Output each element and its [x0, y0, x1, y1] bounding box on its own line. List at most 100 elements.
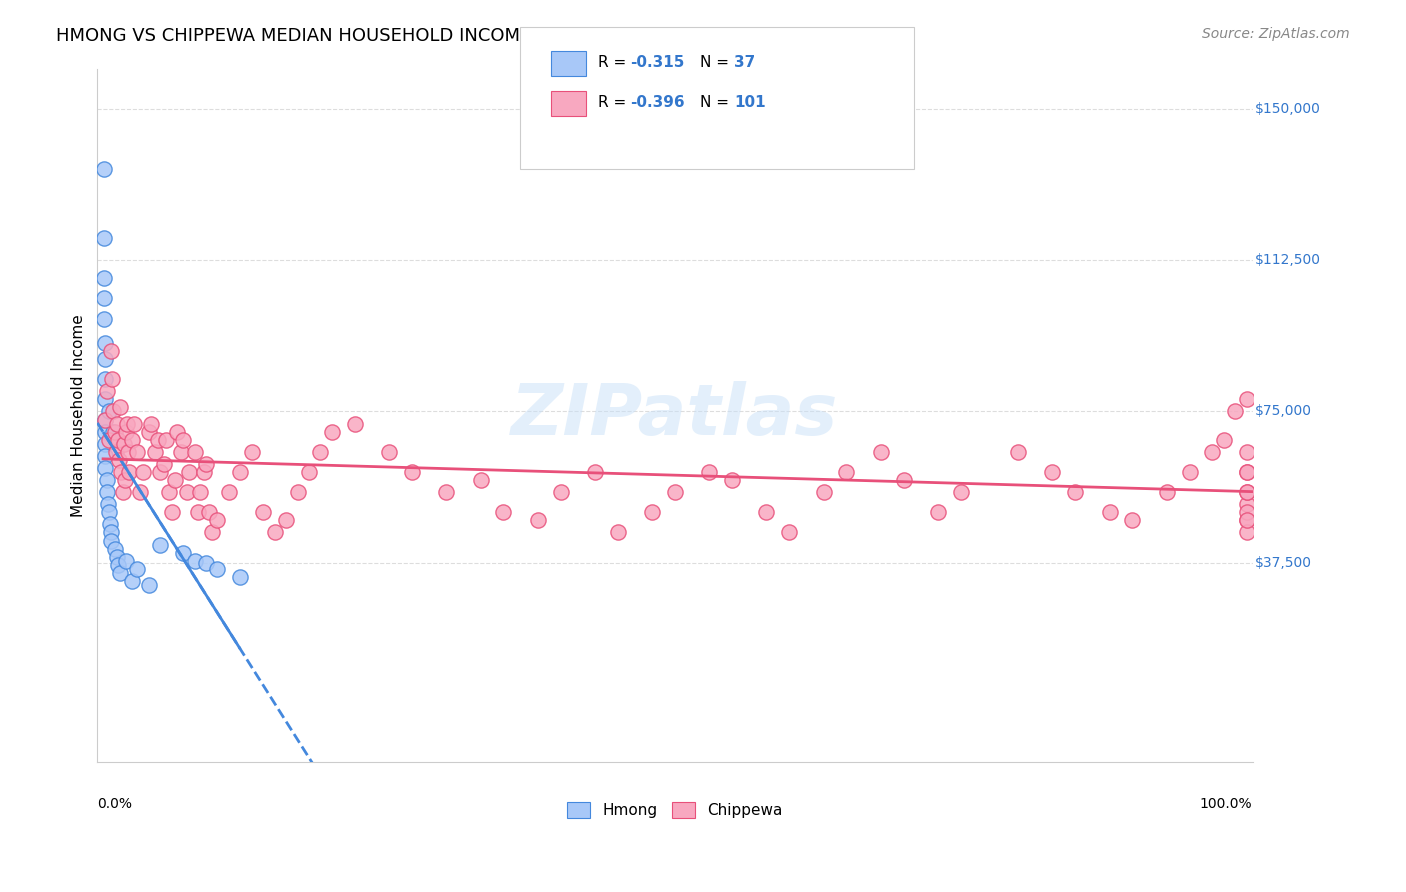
- Point: [149, 538, 172, 552]
- Text: $37,500: $37,500: [1254, 556, 1312, 570]
- Point: [96, 485, 118, 500]
- Point: [1236, 485, 1258, 500]
- Point: [1064, 485, 1087, 500]
- Point: [94, 412, 117, 426]
- Point: [160, 505, 183, 519]
- Point: [149, 465, 172, 479]
- Point: [869, 444, 891, 458]
- Point: [94, 425, 117, 439]
- Point: [93, 292, 115, 306]
- Point: [97, 404, 120, 418]
- Point: [166, 425, 188, 439]
- Point: [207, 562, 229, 576]
- Point: [1213, 433, 1236, 447]
- Point: [176, 485, 198, 500]
- Point: [321, 425, 343, 439]
- Point: [155, 433, 177, 447]
- Point: [309, 444, 332, 458]
- Point: [110, 401, 132, 415]
- Legend: Hmong, Chippewa: Hmong, Chippewa: [561, 796, 789, 824]
- Point: [721, 473, 744, 487]
- Point: [274, 513, 297, 527]
- Point: [97, 433, 120, 447]
- Point: [115, 554, 138, 568]
- Point: [108, 453, 131, 467]
- Point: [100, 525, 122, 540]
- Point: [1236, 505, 1258, 519]
- Point: [550, 485, 572, 500]
- Point: [492, 505, 515, 519]
- Point: [183, 554, 205, 568]
- Point: [103, 425, 125, 439]
- Point: [187, 505, 209, 519]
- Text: $112,500: $112,500: [1254, 253, 1320, 267]
- Point: [103, 404, 125, 418]
- Point: [1236, 465, 1258, 479]
- Text: 0.0%: 0.0%: [97, 797, 132, 811]
- Point: [207, 513, 229, 527]
- Point: [1236, 513, 1258, 527]
- Point: [118, 465, 141, 479]
- Point: [183, 444, 205, 458]
- Point: [103, 541, 125, 556]
- Point: [1236, 513, 1258, 527]
- Point: [112, 436, 135, 450]
- Point: [195, 556, 218, 570]
- Point: [110, 566, 132, 580]
- Point: [122, 417, 145, 431]
- Text: N =: N =: [700, 95, 734, 110]
- Point: [94, 449, 117, 463]
- Point: [201, 525, 224, 540]
- Point: [97, 505, 120, 519]
- Point: [1178, 465, 1201, 479]
- Y-axis label: Median Household Income: Median Household Income: [72, 314, 86, 516]
- Point: [252, 505, 274, 519]
- Point: [94, 412, 117, 426]
- Point: [198, 505, 221, 519]
- Point: [287, 485, 309, 500]
- Point: [96, 384, 118, 399]
- Point: [132, 465, 155, 479]
- Point: [104, 444, 127, 458]
- Point: [240, 444, 263, 458]
- Point: [105, 417, 128, 431]
- Text: Source: ZipAtlas.com: Source: ZipAtlas.com: [1202, 27, 1350, 41]
- Point: [229, 570, 252, 584]
- Point: [1121, 513, 1143, 527]
- Point: [146, 433, 169, 447]
- Point: [143, 444, 166, 458]
- Point: [157, 485, 180, 500]
- Point: [94, 351, 117, 366]
- Point: [193, 465, 215, 479]
- Text: 37: 37: [734, 55, 755, 70]
- Point: [172, 433, 194, 447]
- Point: [110, 465, 132, 479]
- Point: [1236, 525, 1258, 540]
- Point: [96, 473, 118, 487]
- Point: [94, 461, 117, 475]
- Point: [1236, 465, 1258, 479]
- Point: [93, 271, 115, 285]
- Text: 100.0%: 100.0%: [1199, 797, 1253, 811]
- Point: [1156, 485, 1178, 500]
- Point: [138, 425, 160, 439]
- Point: [111, 485, 134, 500]
- Text: $75,000: $75,000: [1254, 404, 1312, 418]
- Point: [1040, 465, 1063, 479]
- Text: N =: N =: [700, 55, 734, 70]
- Point: [1201, 444, 1223, 458]
- Point: [94, 392, 117, 407]
- Point: [218, 485, 240, 500]
- Point: [121, 574, 143, 588]
- Point: [127, 444, 149, 458]
- Point: [1236, 485, 1258, 500]
- Point: [139, 417, 162, 431]
- Point: [1007, 444, 1029, 458]
- Point: [697, 465, 720, 479]
- Point: [117, 444, 139, 458]
- Text: 101: 101: [734, 95, 765, 110]
- Point: [115, 417, 138, 431]
- Text: -0.396: -0.396: [630, 95, 685, 110]
- Point: [1098, 505, 1121, 519]
- Point: [835, 465, 858, 479]
